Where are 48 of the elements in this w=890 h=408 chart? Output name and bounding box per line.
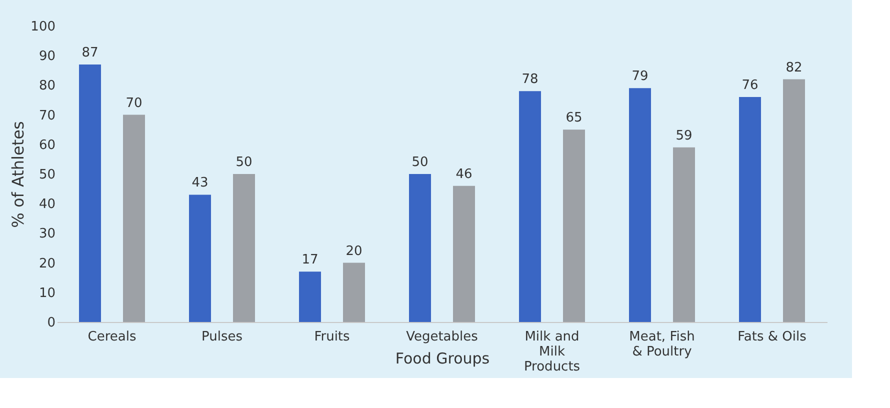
bar bbox=[453, 186, 475, 322]
data-label: 70 bbox=[126, 96, 142, 111]
y-tick-label: 20 bbox=[38, 256, 56, 272]
data-label: 65 bbox=[566, 110, 582, 126]
data-label: 76 bbox=[742, 78, 758, 94]
data-label: 78 bbox=[522, 72, 538, 88]
bar bbox=[343, 262, 365, 322]
bar bbox=[673, 147, 695, 322]
bar bbox=[629, 88, 651, 322]
bar bbox=[123, 114, 145, 322]
bar bbox=[519, 91, 541, 322]
data-label: 43 bbox=[192, 176, 208, 191]
y-axis-title: % of Athletes bbox=[8, 121, 28, 228]
y-tick-label: 10 bbox=[38, 286, 56, 301]
bar bbox=[409, 174, 431, 322]
x-tick-label: Pulses bbox=[201, 330, 243, 344]
bar bbox=[783, 79, 805, 322]
x-tick-label: Vegetables bbox=[406, 330, 478, 344]
data-label: 20 bbox=[346, 244, 362, 259]
data-label: 59 bbox=[676, 128, 692, 144]
bar bbox=[189, 194, 211, 322]
data-label: 50 bbox=[236, 155, 252, 170]
y-tick-label: 70 bbox=[38, 108, 56, 124]
bar bbox=[299, 272, 321, 322]
bar bbox=[233, 174, 255, 322]
y-tick-label: 80 bbox=[38, 78, 56, 94]
y-tick-label: 40 bbox=[38, 197, 56, 212]
x-tick-label: Meat, Fish & Poultry bbox=[629, 330, 695, 360]
y-tick-label: 60 bbox=[38, 138, 56, 153]
y-tick-label: 90 bbox=[38, 49, 56, 64]
bar bbox=[79, 64, 101, 322]
x-tick-label: Fats & Oils bbox=[738, 330, 807, 344]
x-tick-label: Milk and Milk Products bbox=[524, 330, 580, 374]
y-tick-label: 30 bbox=[38, 226, 56, 242]
y-tick-label: 50 bbox=[38, 168, 56, 182]
data-label: 82 bbox=[786, 60, 802, 76]
data-label: 50 bbox=[412, 155, 428, 170]
x-tick-label: Fruits bbox=[314, 330, 350, 344]
data-label: 46 bbox=[456, 166, 472, 182]
x-axis-title: Food Groups bbox=[395, 350, 490, 368]
data-label: 17 bbox=[302, 252, 318, 268]
y-tick-label: 100 bbox=[30, 20, 56, 34]
y-tick-label: 0 bbox=[47, 316, 56, 330]
data-label: 79 bbox=[632, 69, 648, 84]
bar bbox=[739, 97, 761, 322]
data-label: 87 bbox=[82, 45, 98, 60]
bar bbox=[563, 130, 585, 322]
x-tick-label: Cereals bbox=[88, 330, 136, 344]
